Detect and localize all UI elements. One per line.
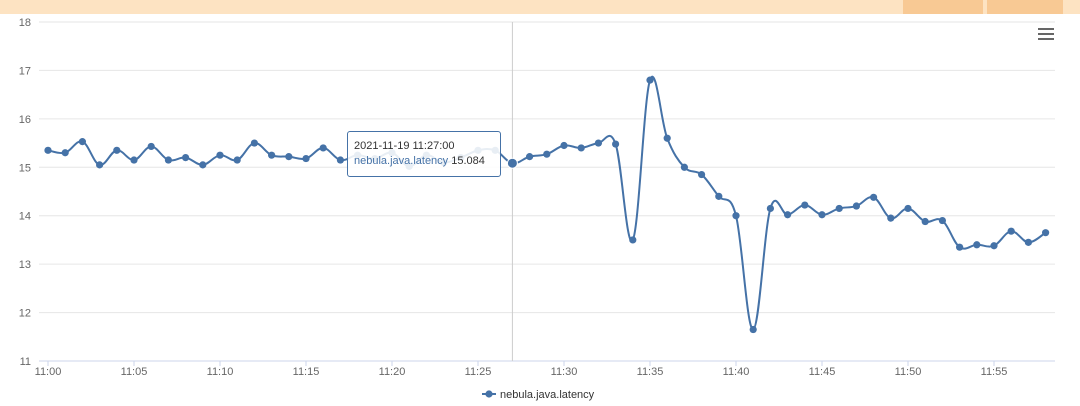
x-tick-label: 11:10	[207, 366, 234, 378]
tooltip-value: 15.084	[451, 155, 485, 167]
data-point	[506, 157, 518, 169]
data-point	[938, 216, 947, 225]
data-point	[560, 141, 568, 150]
x-tick-label: 11:50	[895, 366, 922, 378]
data-point	[835, 204, 843, 213]
data-point	[663, 134, 671, 142]
data-point	[302, 154, 310, 163]
data-point	[182, 154, 190, 162]
y-tick-label: 13	[19, 259, 31, 271]
data-point	[818, 211, 826, 219]
data-point	[61, 149, 69, 157]
data-point	[629, 236, 637, 244]
data-point	[543, 150, 551, 158]
data-point	[216, 151, 224, 159]
x-tick-label: 11:30	[551, 366, 578, 378]
y-tick-label: 18	[19, 17, 31, 29]
y-tick-label: 12	[19, 308, 31, 320]
chart-tooltip: 2021-11-19 11:27:00 nebula.java.latency …	[347, 131, 501, 177]
top-toolbar-strip	[0, 0, 1080, 14]
data-point	[78, 138, 86, 146]
data-point	[268, 151, 276, 159]
data-point	[526, 153, 534, 161]
y-tick-label: 15	[19, 162, 31, 174]
y-tick-label: 14	[19, 211, 31, 223]
data-point	[646, 76, 654, 84]
data-point	[147, 142, 155, 151]
data-point	[577, 144, 585, 152]
x-tick-label: 11:40	[723, 366, 750, 378]
data-point	[96, 161, 104, 169]
x-tick-label: 11:35	[637, 366, 664, 378]
data-point	[44, 146, 52, 154]
x-tick-label: 11:20	[379, 366, 406, 378]
x-tick-label: 11:15	[293, 366, 320, 378]
data-point	[1024, 238, 1032, 246]
data-point	[990, 242, 998, 250]
x-tick-label: 11:25	[465, 366, 492, 378]
data-point	[956, 243, 964, 251]
data-point	[336, 156, 344, 164]
series-line	[47, 75, 1047, 331]
toolbar-button-1[interactable]	[903, 0, 983, 14]
data-point	[199, 161, 207, 169]
data-point	[285, 153, 293, 161]
data-point	[801, 201, 809, 209]
data-point	[784, 211, 792, 219]
data-point	[870, 193, 878, 201]
data-point	[715, 192, 723, 200]
x-tick-label: 11:55	[981, 366, 1008, 378]
tooltip-value-row: nebula.java.latency 15.084	[354, 154, 494, 169]
x-tick-label: 11:05	[121, 366, 148, 378]
data-point	[921, 217, 929, 226]
data-point	[698, 170, 706, 179]
data-point	[594, 139, 603, 147]
tooltip-time: 2021-11-19 11:27:00	[354, 140, 455, 152]
data-point	[233, 156, 241, 164]
data-point	[852, 202, 861, 210]
x-tick-label: 11:45	[809, 366, 836, 378]
hamburger-menu-icon[interactable]	[1038, 28, 1054, 40]
toolbar-button-2[interactable]	[987, 0, 1063, 14]
legend-swatch-marker	[485, 390, 493, 398]
data-point	[319, 144, 327, 152]
data-point	[113, 146, 121, 154]
data-point	[766, 204, 775, 213]
x-tick-label: 11:00	[35, 366, 62, 378]
y-tick-label: 16	[19, 114, 31, 126]
data-point	[130, 156, 138, 164]
data-point	[164, 156, 172, 164]
legend-label: nebula.java.latency	[500, 389, 595, 401]
data-point	[680, 163, 689, 171]
y-tick-label: 17	[19, 65, 31, 77]
tooltip-series-name: nebula.java.latency	[354, 155, 449, 167]
data-point	[1007, 227, 1015, 235]
data-point	[973, 241, 981, 249]
data-point	[887, 214, 895, 222]
data-point	[612, 140, 620, 148]
data-point	[250, 139, 258, 147]
data-point	[749, 325, 757, 334]
y-tick-label: 11	[20, 356, 31, 368]
data-point	[732, 212, 740, 220]
data-point	[904, 204, 912, 213]
data-point	[1042, 229, 1050, 237]
